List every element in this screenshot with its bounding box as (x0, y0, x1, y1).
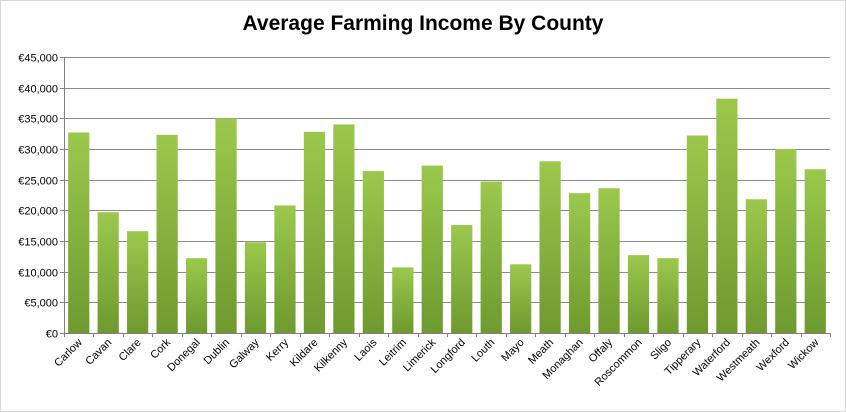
x-tick-label: Sligo (648, 337, 674, 363)
bar (686, 135, 709, 333)
bars (68, 98, 826, 333)
x-tick-label: Wexford (755, 337, 792, 374)
y-tick-label: €5,000 (24, 298, 58, 310)
bar (451, 225, 473, 333)
x-tick-label: Donegal (165, 337, 202, 374)
x-tick-label: Galway (227, 336, 262, 371)
y-tick-label: €10,000 (18, 268, 58, 280)
y-axis: €0 €5,000 €10,000 €15,000 €20,000 €25,000 €30,… (18, 53, 65, 341)
bar (185, 258, 208, 333)
bar (804, 169, 826, 333)
bar (627, 255, 650, 333)
x-tick-label: Kerry (264, 336, 291, 363)
y-tick-label: €30,000 (18, 145, 58, 157)
bar (568, 193, 591, 333)
x-tick-label: Clare (117, 337, 144, 364)
gridlines (64, 57, 830, 334)
bar (127, 231, 149, 333)
y-tick-label: €25,000 (18, 176, 58, 188)
bar (333, 124, 355, 333)
x-tick-label: Cavan (83, 337, 114, 368)
bar (598, 188, 620, 333)
bar (421, 165, 443, 333)
bar (68, 132, 90, 333)
bar (392, 267, 414, 333)
y-tick-label: €15,000 (18, 237, 58, 249)
y-tick-label: €45,000 (18, 53, 58, 65)
y-tick-label: €0 (46, 329, 58, 341)
y-tick-label: €40,000 (18, 84, 58, 96)
bar (657, 258, 679, 333)
x-tick-label: Kilkenny (312, 336, 350, 374)
x-tick-label: Cork (148, 336, 173, 361)
x-tick-label: Louth (469, 337, 497, 365)
bar (362, 171, 384, 333)
bar (716, 98, 738, 333)
bar (303, 131, 326, 333)
chart-title: Average Farming Income By County (242, 12, 604, 35)
bar (510, 264, 532, 333)
bar (745, 199, 767, 333)
bar (480, 181, 502, 333)
y-tick-label: €35,000 (18, 114, 58, 126)
y-tick-label: €20,000 (18, 206, 58, 218)
bar (539, 161, 561, 333)
bar (244, 242, 267, 333)
x-tick-label: Mayo (499, 337, 527, 365)
x-tick-label: Carlow (52, 337, 85, 370)
x-tick-label: Laois (352, 336, 379, 363)
bar (274, 205, 296, 333)
bar (775, 149, 797, 333)
bar (97, 212, 119, 333)
bar (215, 118, 237, 333)
bar (156, 134, 178, 333)
x-tick-label: Wickow (786, 337, 821, 372)
